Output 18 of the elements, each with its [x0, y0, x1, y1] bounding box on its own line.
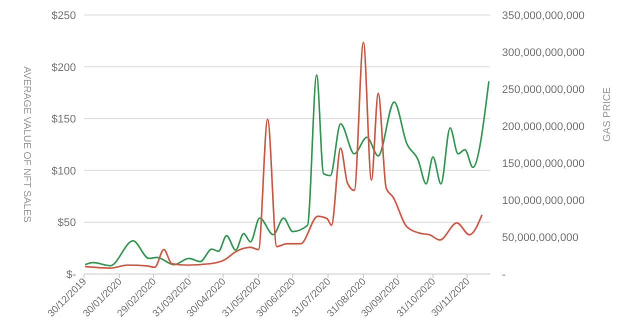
y2-tick-label: 100,000,000,000 [502, 195, 585, 207]
y2-tick-label: - [502, 269, 506, 281]
y2-tick-label: 150,000,000,000 [502, 158, 585, 170]
y2-tick-label: 300,000,000,000 [502, 47, 585, 59]
y2-tick-label: 50,000,000,000 [502, 232, 578, 244]
y-tick-label: $- [66, 269, 76, 281]
y2-tick-label: 350,000,000,000 [502, 10, 585, 22]
y-tick-label: $100 [52, 165, 76, 178]
y2-tick-label: 200,000,000,000 [502, 121, 585, 133]
y2-axis-title: GAS PRICE [602, 86, 613, 142]
line-series [84, 42, 483, 269]
line-series [84, 74, 490, 267]
y2-tick-label: 250,000,000,000 [502, 84, 585, 96]
y-axis-title: AVERAGE VALUE OF NFT SALES [21, 66, 32, 223]
y-tick-label: $250 [52, 10, 76, 22]
y-tick-label: $200 [52, 62, 76, 74]
y-tick-label: $50 [58, 217, 76, 230]
y-tick-label: $150 [52, 114, 76, 126]
